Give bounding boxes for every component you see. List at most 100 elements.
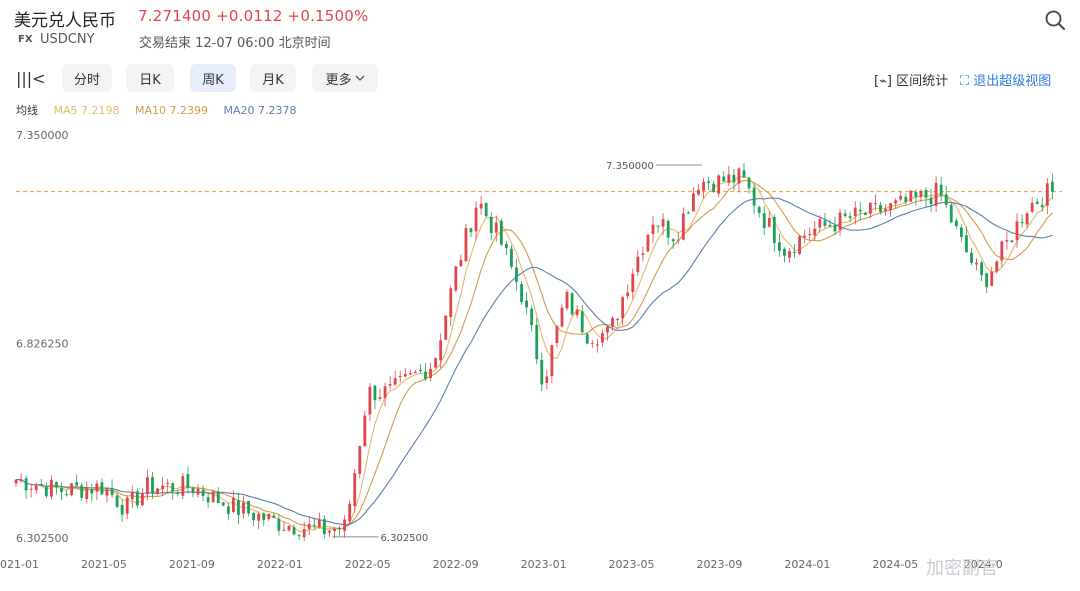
candle-body — [641, 253, 645, 256]
candle-body — [1025, 213, 1029, 225]
interval-stats-button[interactable]: [⌁] 区间统计 — [874, 74, 949, 89]
exit-super-view-button[interactable]: ⛶ 退出超级视图 — [960, 74, 1052, 89]
candle-body — [287, 525, 291, 531]
candle-body — [444, 315, 448, 340]
candle-body — [29, 488, 33, 490]
ma5-line — [15, 175, 1053, 532]
candle-body — [1030, 202, 1034, 212]
tab-more[interactable]: 更多 — [312, 64, 378, 92]
candle-body — [242, 502, 245, 514]
ma10-value: MA10 7.2399 — [135, 104, 208, 117]
candle-body — [525, 300, 529, 308]
candle-body — [312, 524, 316, 526]
candle-body — [434, 358, 438, 368]
candle-body — [191, 487, 195, 494]
candle-body — [55, 482, 58, 488]
tab-weekly-k[interactable]: 周K — [190, 64, 236, 92]
candle-body — [990, 271, 994, 286]
candle-body — [899, 195, 903, 200]
candle-body — [540, 359, 544, 385]
candle-body — [904, 196, 908, 203]
y-tick-label: 6.826250 — [16, 338, 69, 351]
candle-body — [626, 292, 630, 297]
candle-body — [727, 174, 731, 183]
candle-body — [216, 491, 220, 504]
watermark: 加密副官 — [926, 558, 998, 579]
candle-body — [606, 326, 609, 333]
candle-body — [656, 225, 660, 227]
candle-body — [646, 234, 650, 252]
candle-body — [833, 225, 837, 232]
exit-fullscreen-icon: ⛶ — [960, 74, 970, 89]
ma-legend: 均线 MA5 7.2198 MA10 7.2399 MA20 7.2378 — [16, 102, 309, 118]
x-tick-label: 2021-05 — [81, 558, 127, 571]
ma-legend-label: 均线 — [16, 104, 38, 117]
candle-body — [868, 202, 872, 214]
candle-body — [1000, 241, 1004, 261]
candle-body — [858, 209, 862, 212]
candle-body — [221, 502, 225, 506]
candle-body — [226, 506, 230, 514]
tab-intraday[interactable]: 分时 — [62, 64, 112, 92]
candle-body — [474, 207, 478, 232]
x-tick-label: 2021-09 — [169, 558, 215, 571]
candle-body — [151, 477, 154, 494]
candle-body — [100, 482, 104, 495]
candle-body — [732, 174, 736, 183]
candle-body — [803, 235, 807, 238]
candle-body — [970, 252, 973, 263]
candle-body — [621, 297, 625, 319]
x-tick-label: 2022-01 — [257, 558, 303, 571]
candle-body — [398, 375, 402, 378]
candle-body — [504, 243, 508, 249]
candle-body — [135, 491, 139, 506]
candle-body — [19, 479, 23, 482]
quote-header: 美元兑人民币 7.271400 +0.0112 +0.1500% FX USDC… — [0, 0, 1080, 58]
candle-body — [692, 193, 695, 212]
candle-body — [277, 518, 281, 531]
candle-body — [90, 489, 94, 494]
candle-body — [302, 529, 306, 537]
candle-body — [388, 384, 392, 386]
candle-body — [929, 197, 933, 205]
candle-body — [1020, 221, 1024, 224]
candle-body — [282, 529, 286, 531]
candle-body — [575, 309, 579, 316]
x-tick-label: 2022-09 — [433, 558, 479, 571]
candle-body — [39, 483, 43, 486]
candle-body — [1050, 181, 1054, 192]
candle-body — [161, 485, 165, 490]
candle-body — [499, 220, 503, 245]
kline-toggle-icon[interactable]: |||< — [16, 69, 46, 88]
search-icon[interactable] — [1044, 9, 1066, 31]
tab-monthly-k[interactable]: 月K — [250, 64, 296, 92]
candle-body — [125, 497, 129, 514]
candle-body — [747, 177, 751, 189]
ma20-line — [15, 197, 1053, 526]
candle-body — [783, 248, 786, 256]
candle-body — [231, 498, 235, 512]
candle-body — [520, 284, 523, 302]
x-tick-label: 2023-05 — [609, 558, 655, 571]
candle-body — [393, 378, 397, 385]
candle-body — [24, 478, 28, 491]
candle-body — [686, 212, 690, 214]
candle-body — [510, 248, 513, 267]
candle-body — [848, 216, 852, 218]
candle-body — [34, 485, 38, 491]
candle-body — [909, 190, 913, 202]
x-tick-label: 2023-01 — [521, 558, 567, 571]
x-tick-label: 2024-0 — [964, 558, 1003, 571]
candle-body — [580, 311, 584, 333]
kline-chart[interactable]: 7.350000 6.826250 6.302500 2021-01 2021-05 20… — [0, 120, 1080, 580]
tab-daily-k[interactable]: 日K — [126, 64, 174, 92]
candle-body — [874, 203, 877, 205]
candle-body — [247, 500, 250, 514]
candle-body — [985, 273, 989, 288]
candle-body — [353, 473, 357, 506]
candle-body — [924, 189, 928, 198]
candle-body — [105, 488, 109, 496]
candle-body — [550, 345, 554, 377]
candle-body — [863, 212, 867, 215]
candle-body — [767, 217, 771, 227]
